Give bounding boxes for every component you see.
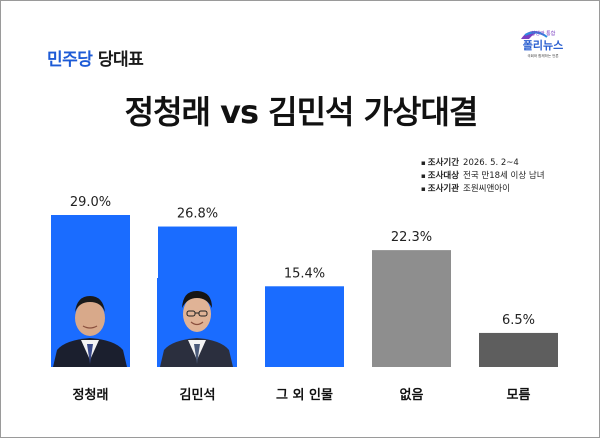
value-label-3: 22.3% (391, 230, 432, 245)
svg-text:폴리뉴스: 폴리뉴스 (523, 38, 563, 52)
survey-agency: 조사기관 조원씨앤아이 (421, 183, 545, 196)
category-label-4: 모름 (507, 388, 531, 403)
survey-target-value: 전국 만18세 이상 남녀 (463, 171, 545, 181)
category-label-0: 정청래 (73, 387, 109, 403)
polinews-logo: 상생과 통합 폴리뉴스 국회와 함께하는 언론 (521, 30, 563, 58)
survey-target-label: 조사대상 (421, 171, 459, 181)
survey-period-label: 조사기간 (421, 158, 459, 168)
value-label-2: 15.4% (284, 266, 325, 281)
category-label-1: 김민석 (180, 387, 216, 403)
survey-agency-label: 조사기관 (421, 184, 459, 194)
category-label-3: 없음 (400, 387, 424, 403)
category-label-2: 그 외 인물 (276, 387, 333, 403)
party-name: 민주당 (47, 50, 93, 70)
candidate-photo-jung (51, 280, 129, 367)
survey-target: 조사대상 전국 만18세 이상 남녀 (421, 170, 545, 183)
value-label-1: 26.8% (177, 207, 218, 222)
bar-3 (372, 250, 451, 367)
survey-agency-value: 조원씨앤아이 (463, 184, 510, 194)
survey-period-value: 2026. 5. 2~4 (463, 158, 519, 168)
value-label-0: 29.0% (70, 195, 111, 210)
svg-text:국회와 함께하는 언론: 국회와 함께하는 언론 (527, 53, 559, 58)
value-label-4: 6.5% (502, 313, 535, 328)
chart-title: 정청래 vs 김민석 가상대결 (124, 93, 479, 131)
candidate-photo-kim (157, 278, 236, 367)
svg-text:상생과 통합: 상생과 통합 (531, 30, 556, 37)
bar-2 (265, 286, 344, 367)
bar-4 (479, 332, 558, 367)
survey-period: 조사기간 2026. 5. 2~4 (421, 157, 545, 170)
party-label: 민주당 당대표 (47, 45, 144, 70)
party-suffix: 당대표 (97, 50, 144, 70)
